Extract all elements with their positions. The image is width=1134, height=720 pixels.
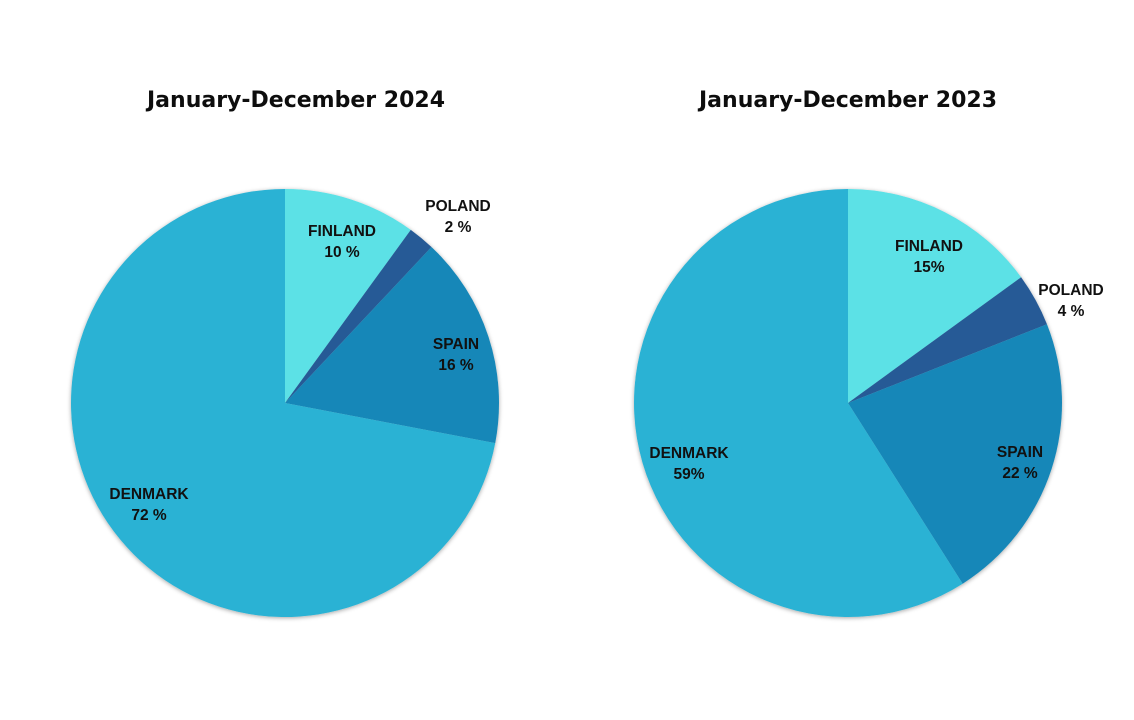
pie-labels: FINLAND 10 % POLAND 2 % SPAIN 16 % DENMARK 72 % (109, 198, 490, 524)
pie-slice-denmark (71, 189, 496, 618)
slice-value-denmark: 59% (673, 466, 704, 483)
slice-value-finland: 15% (913, 259, 944, 276)
slice-value-finland: 10 % (324, 244, 360, 261)
pie-slices (71, 189, 500, 618)
slice-label-finland: FINLAND (308, 223, 376, 240)
pie-chart-2024: January-December 2024 FINLAND 10 % POLAND 2… (71, 88, 500, 618)
slice-label-denmark: DENMARK (649, 445, 729, 462)
pie-slices (634, 189, 1063, 617)
chart-title: January-December 2024 (145, 88, 445, 113)
chart-title: January-December 2023 (697, 88, 997, 113)
slice-value-spain: 22 % (1002, 465, 1038, 482)
pie-slice-poland (285, 229, 432, 403)
slice-label-spain: SPAIN (997, 444, 1043, 461)
pie-slice-spain (285, 247, 500, 444)
slice-label-poland: POLAND (425, 198, 490, 215)
pie-slice-denmark (634, 189, 963, 617)
slice-value-denmark: 72 % (131, 507, 167, 524)
slice-label-poland: POLAND (1038, 282, 1103, 299)
slice-label-finland: FINLAND (895, 238, 963, 255)
pie-slice-spain (848, 324, 1063, 584)
pie-slice-poland (848, 277, 1047, 403)
slice-value-poland: 4 % (1058, 303, 1085, 320)
slice-value-spain: 16 % (438, 357, 474, 374)
slice-label-spain: SPAIN (433, 336, 479, 353)
pie-slice-finland (848, 189, 1022, 403)
pie-chart-2023: January-December 2023 FINLAND 15% POLAND 4 … (634, 88, 1104, 617)
slice-label-denmark: DENMARK (109, 486, 189, 503)
pie-labels: FINLAND 15% POLAND 4 % SPAIN 22 % DENMARK 59% (649, 238, 1103, 483)
slice-value-poland: 2 % (445, 219, 472, 236)
pie-slice-finland (285, 189, 411, 403)
